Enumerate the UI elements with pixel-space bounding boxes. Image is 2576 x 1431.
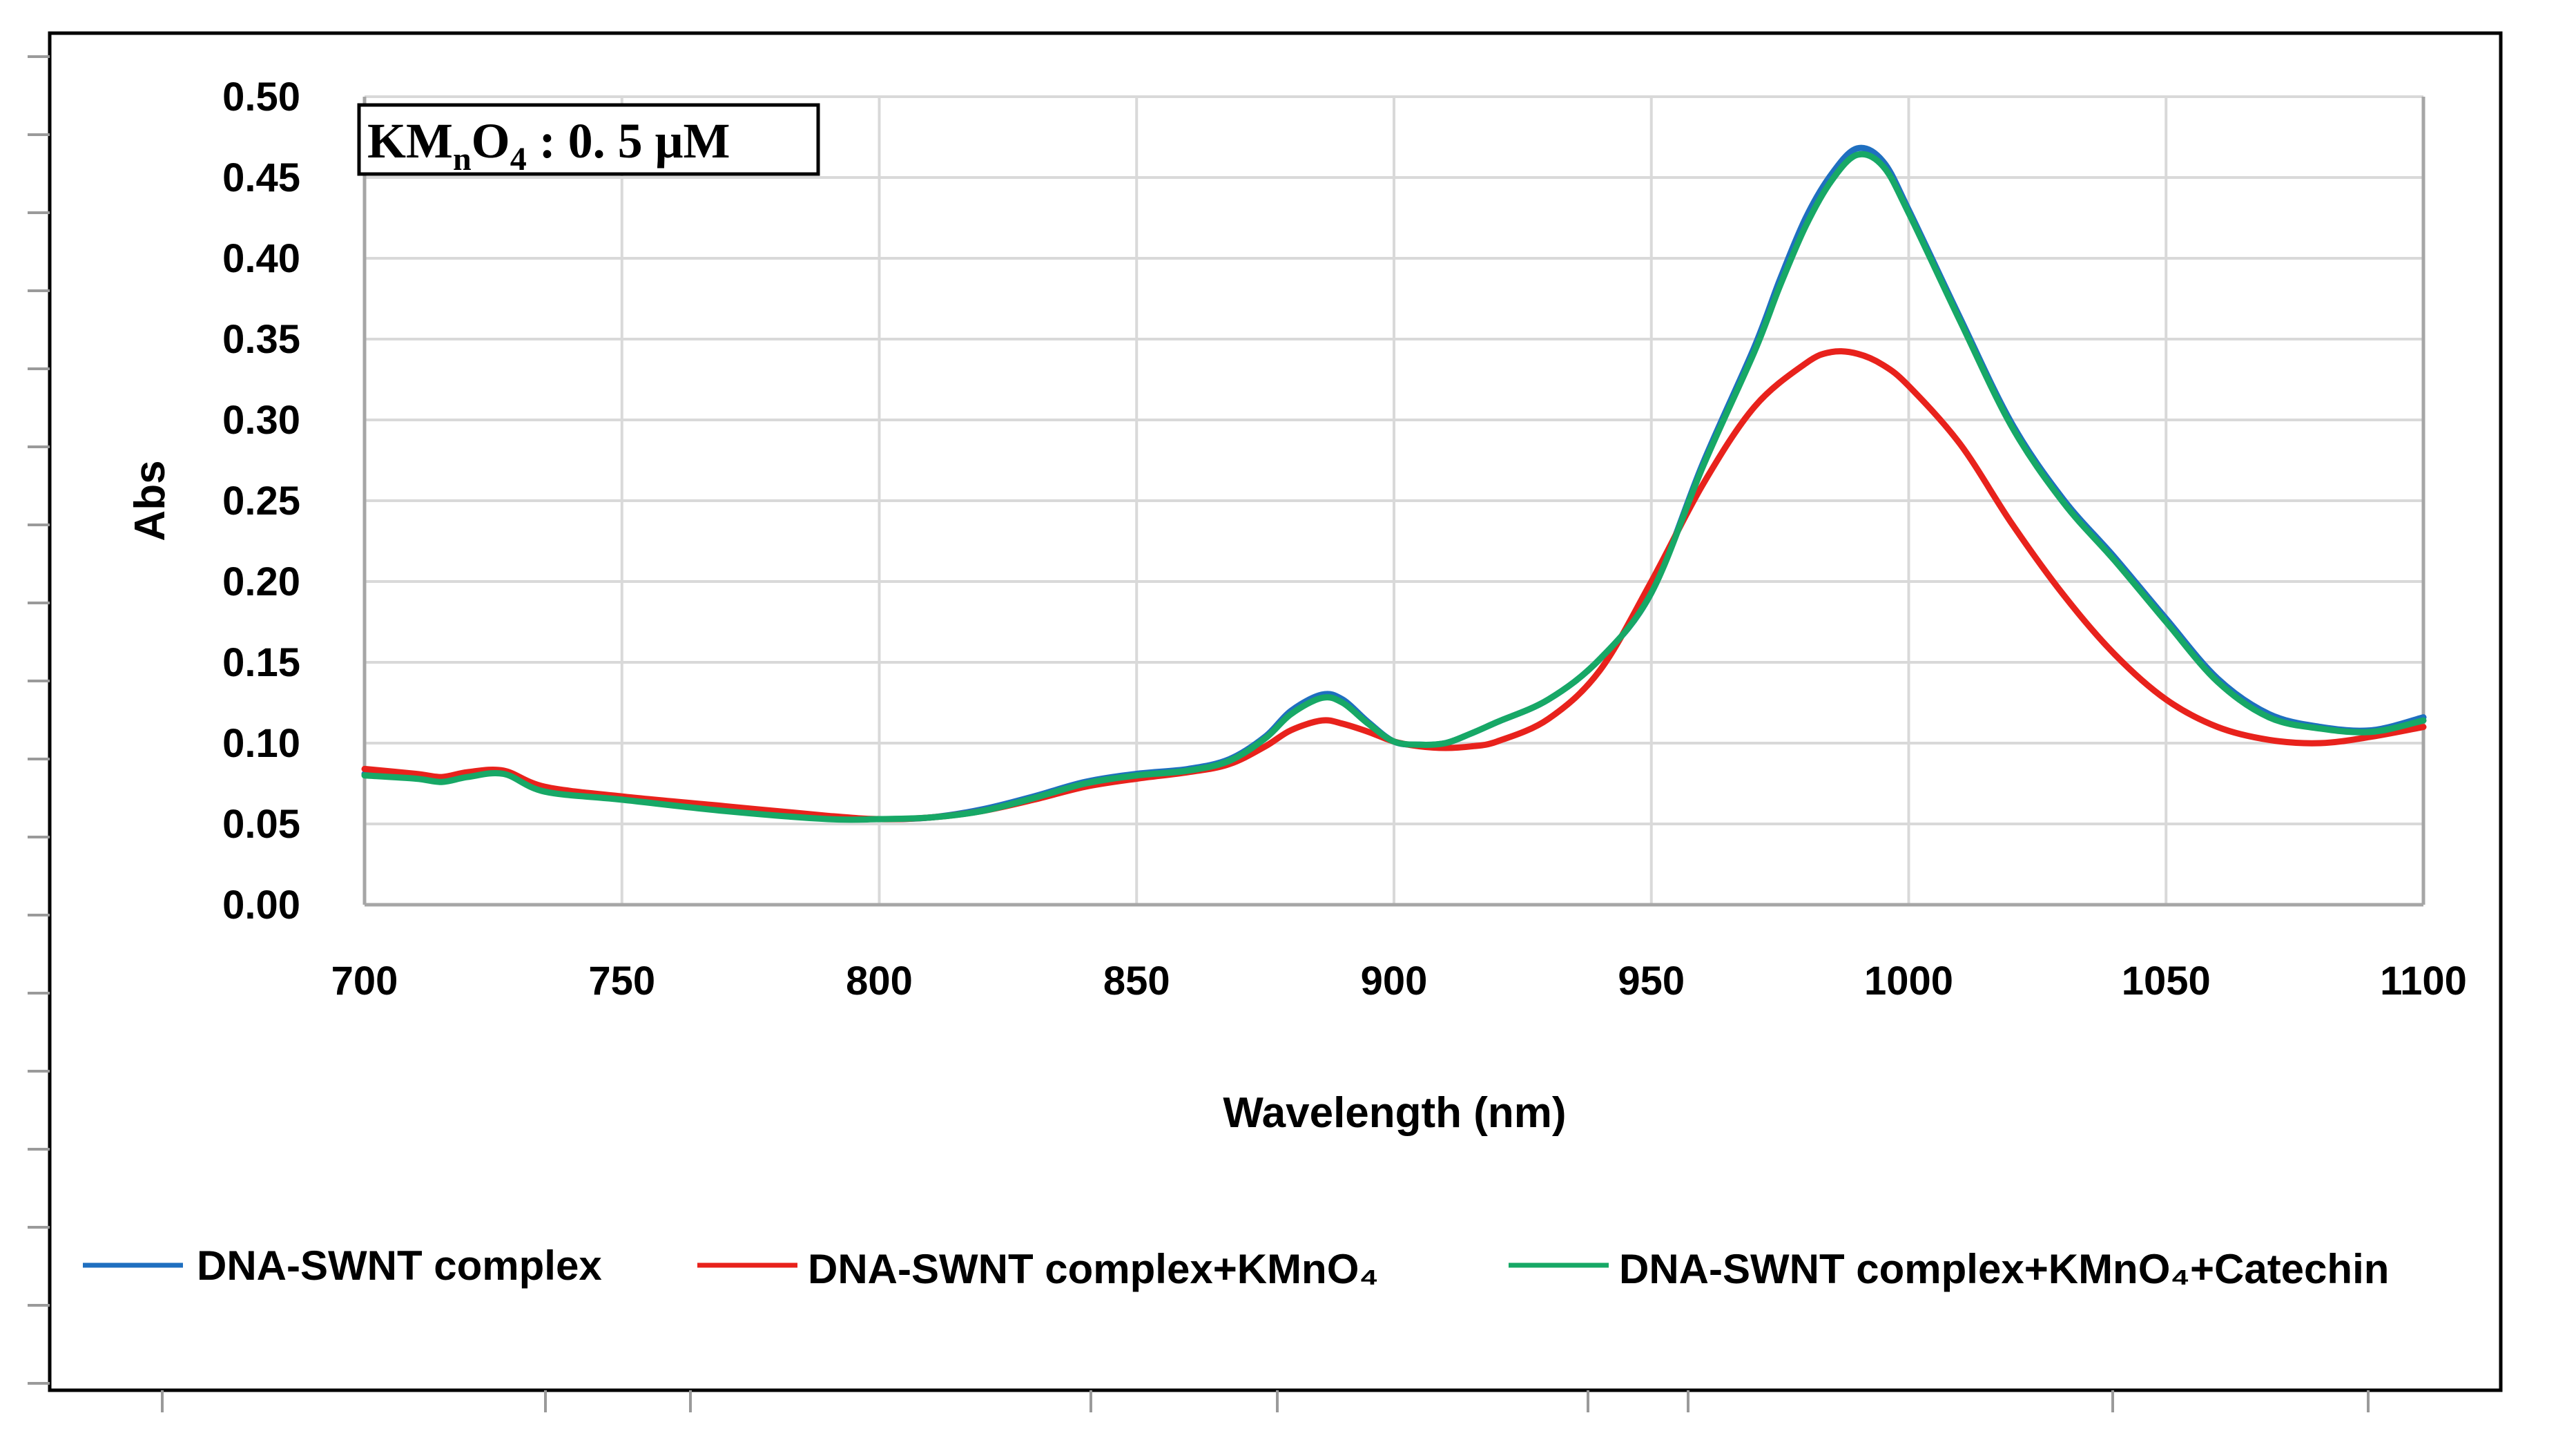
annotation-frame: [357, 103, 820, 176]
x-tick-label-1100: 1100: [2380, 959, 2467, 1003]
grid: [365, 95, 2423, 905]
legend-label-catechin: DNA-SWNT complex+KMnO₄+Catechin: [1619, 1246, 2389, 1292]
x-tick-label-900: 900: [1361, 959, 1428, 1003]
series-line-catechin: [361, 151, 2427, 823]
y-tick-label-0.00: 0.00: [222, 883, 300, 928]
x-tick-label-750: 750: [588, 959, 655, 1003]
y-tick-label-0.25: 0.25: [222, 479, 300, 524]
y-tick-label-0.30: 0.30: [222, 398, 300, 443]
series-lines: [361, 144, 2427, 823]
y-tick-label-0.15: 0.15: [222, 640, 300, 685]
series-line-kmno4: [361, 348, 2427, 823]
y-tick-label-0.40: 0.40: [222, 236, 300, 281]
y-tick-label-0.10: 0.10: [222, 721, 300, 766]
x-tick-labels: 700 750 800 850 900 950 1000 1050 1100: [331, 959, 2467, 1003]
y-tick-labels: 0.00 0.05 0.10 0.15 0.20 0.25 0.30 0.35 0.40 0.45…: [222, 75, 300, 928]
x-tick-label-1000: 1000: [1864, 959, 1953, 1003]
x-tick-label-700: 700: [331, 959, 398, 1003]
legend-label-kmno4: DNA-SWNT complex+KMnO₄: [808, 1246, 1379, 1292]
y-tick-label-0.50: 0.50: [222, 75, 300, 119]
x-axis-label: Wavelength (nm): [1223, 1089, 1566, 1137]
y-tick-label-0.05: 0.05: [222, 802, 300, 847]
y-tick-label-0.45: 0.45: [222, 155, 300, 200]
x-tick-label-950: 950: [1618, 959, 1685, 1003]
legend-label-dna-swnt: DNA-SWNT complex: [197, 1242, 602, 1289]
annotation-box: KMnO4 : 0. 5 μM: [357, 103, 820, 177]
y-axis-label: Abs: [126, 460, 174, 541]
x-tick-label-1050: 1050: [2122, 959, 2211, 1003]
y-tick-label-0.20: 0.20: [222, 559, 300, 604]
annotation-text: KMnO4 : 0. 5 μM: [367, 113, 730, 177]
y-tick-label-0.35: 0.35: [222, 317, 300, 362]
frame-marks: [28, 55, 2370, 1412]
x-tick-label-850: 850: [1103, 959, 1170, 1003]
x-tick-label-800: 800: [846, 959, 913, 1003]
chart-frame: [48, 31, 2503, 1392]
legend: DNA-SWNT complex DNA-SWNT complex+KMnO₄ …: [83, 1242, 2389, 1292]
